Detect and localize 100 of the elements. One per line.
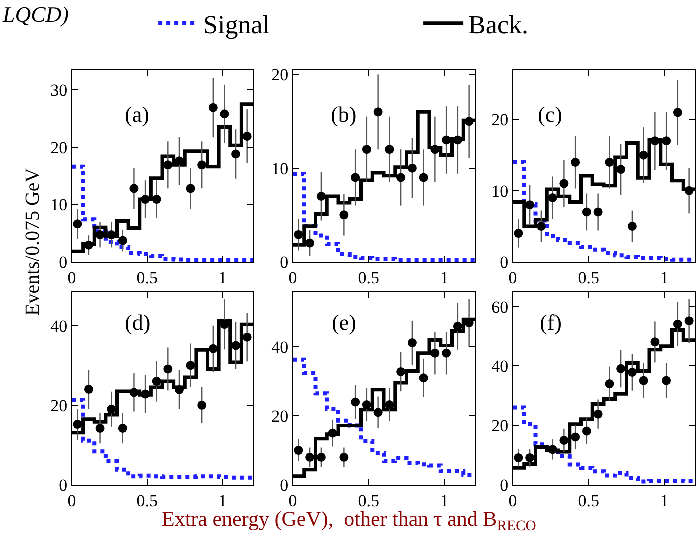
point (118, 424, 128, 433)
y-tick-label: 10 (50, 196, 68, 215)
y-tick-label: 60 (492, 298, 509, 317)
x-tick-label: 1 (440, 268, 449, 288)
point (571, 432, 580, 442)
point (328, 428, 338, 438)
point (673, 108, 682, 118)
point (548, 445, 558, 454)
point (442, 348, 452, 358)
point (198, 160, 207, 170)
point (662, 376, 672, 386)
y-tick-label: 0 (500, 252, 509, 272)
point (232, 150, 241, 159)
x-tick-label: 1 (660, 268, 669, 288)
point (628, 222, 637, 231)
point (362, 145, 372, 154)
y-tick-label: 40 (492, 357, 509, 376)
annotation: (d) (125, 310, 151, 335)
x-tick-label: 0.5 (136, 491, 158, 510)
point (639, 150, 648, 160)
legend-label: Signal (204, 10, 270, 40)
x-tick-label: 0.5 (578, 268, 600, 288)
annotation: (a) (125, 102, 150, 127)
point (464, 117, 474, 126)
point (453, 136, 462, 145)
point (96, 230, 105, 240)
x-tick-label: 1 (660, 491, 669, 510)
point (650, 338, 660, 347)
point (141, 390, 150, 399)
y-tick-label: 20 (50, 138, 68, 158)
y-tick-label: 0 (59, 476, 68, 495)
point (340, 452, 349, 462)
point (464, 318, 474, 328)
point (208, 344, 218, 354)
y-tick-label: 20 (272, 66, 289, 85)
point (594, 410, 603, 419)
y-tick-label: 0 (59, 252, 68, 272)
point (351, 173, 360, 182)
point (548, 194, 558, 202)
point (84, 384, 94, 394)
point (152, 195, 162, 204)
point (684, 316, 694, 326)
point (351, 398, 360, 407)
point (294, 230, 304, 240)
point (374, 108, 383, 117)
point (118, 236, 128, 246)
point (306, 238, 315, 248)
point (650, 136, 660, 146)
point (662, 136, 672, 146)
point (242, 132, 252, 141)
point (220, 110, 230, 119)
x-tick-label: 0.5 (358, 268, 380, 288)
point (594, 208, 603, 217)
point (408, 164, 417, 173)
x-tick-label: 0.5 (136, 268, 158, 288)
point (362, 400, 372, 410)
y-tick-label: 10 (492, 182, 509, 201)
x-tick-label: 1 (218, 268, 228, 288)
point (408, 338, 417, 348)
point (560, 179, 569, 188)
point (526, 453, 535, 462)
legend-label: Back. (468, 10, 528, 40)
point (526, 200, 535, 210)
point (232, 341, 241, 350)
point (198, 400, 207, 410)
point (514, 453, 524, 462)
y-tick-label: 20 (50, 396, 68, 416)
annotation: (f) (540, 310, 562, 335)
point (141, 195, 150, 204)
point (419, 374, 428, 383)
point (340, 210, 349, 220)
y-tick-label: 30 (50, 81, 68, 100)
point (242, 332, 252, 342)
annotation: (b) (331, 102, 357, 127)
point (174, 385, 184, 394)
annotation: (c) (538, 102, 562, 127)
y-tick-label: 0 (280, 252, 289, 272)
y-tick-label: 10 (272, 159, 289, 178)
text: LQCD) (2, 2, 70, 27)
y-tick-label: 20 (272, 407, 289, 426)
point (673, 320, 682, 329)
point (514, 229, 524, 238)
point (107, 230, 116, 240)
point (453, 322, 462, 331)
point (536, 222, 546, 231)
point (385, 400, 394, 410)
y-tick-label: 20 (492, 416, 509, 436)
y-tick-label: 0 (280, 476, 289, 495)
point (571, 158, 580, 167)
point (186, 184, 196, 194)
annotation: (e) (332, 310, 356, 335)
point (639, 376, 648, 386)
point (628, 368, 637, 377)
point (174, 156, 184, 166)
point (560, 436, 569, 445)
point (130, 388, 139, 398)
point (616, 165, 626, 174)
point (306, 452, 315, 462)
point (430, 348, 440, 358)
point (396, 173, 406, 182)
